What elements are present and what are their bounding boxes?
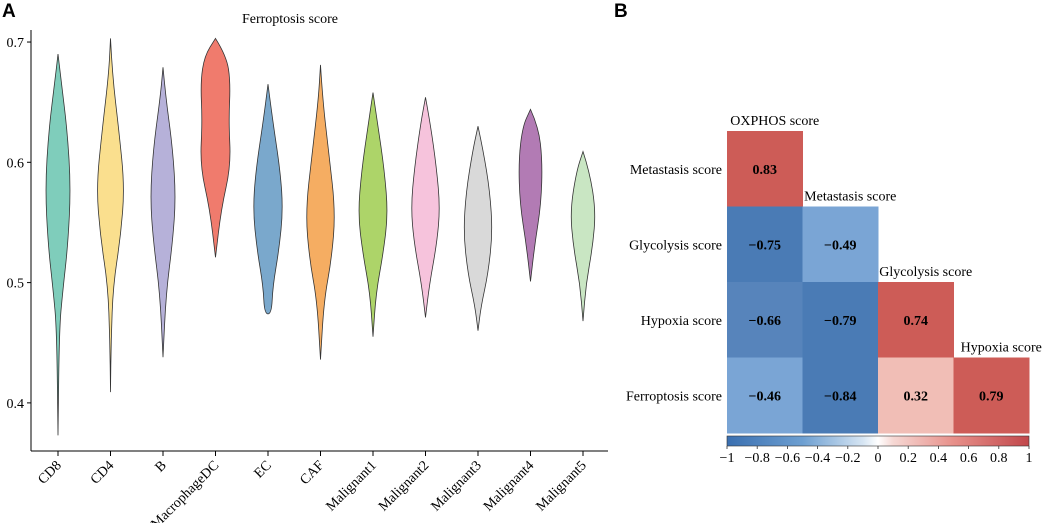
heatmap-col-label: Glycolysis score — [879, 265, 972, 280]
heatmap-cell-value: −0.66 — [749, 314, 781, 329]
heatmap-row-label: Metastasis score — [630, 163, 722, 178]
heatmap-cell — [727, 357, 803, 434]
colorbar-tick-label: −0.4 — [805, 451, 830, 466]
colorbar-tick-label: 0.4 — [930, 451, 948, 466]
heatmap-col-label: Hypoxia score — [961, 341, 1042, 356]
heatmap-cell — [727, 282, 803, 358]
violin-y-tick-label: 0.7 — [7, 36, 25, 51]
heatmap-cell-value: −0.75 — [749, 238, 781, 253]
violin-x-tick-label: Malignant3 — [429, 458, 485, 514]
colorbar-tick-label: 1 — [1026, 451, 1033, 466]
colorbar-tick-label: 0.6 — [960, 451, 978, 466]
correlation-heatmap: Metastasis score Glycolysis score Hypoxia … — [626, 114, 1042, 434]
colorbar-tick-label: −0.8 — [744, 451, 769, 466]
violin-x-tick-label: Malignant5 — [534, 458, 590, 514]
violin-x-tick-label: B — [153, 458, 170, 475]
violin-b — [150, 67, 176, 358]
violin-malignant4 — [518, 108, 543, 282]
colorbar-gradient — [726, 435, 1030, 447]
violin-macrophagedc — [200, 37, 231, 258]
heatmap-cell-value: 0.83 — [753, 163, 778, 178]
violin-caf — [306, 64, 335, 360]
heatmap-cell-value: 0.79 — [979, 389, 1004, 404]
violins — [45, 37, 596, 436]
colorbar: −1 −0.8 −0.6 −0.4 −0.2 0 0.2 0.4 0.6 0.8 1 — [720, 435, 1033, 466]
violin-malignant1 — [358, 92, 388, 337]
heatmap-cell — [727, 206, 803, 283]
violin-x-tick-label: Malignant4 — [481, 458, 537, 514]
violin-x-tick-label: CD4 — [88, 458, 117, 487]
violin-malignant5 — [570, 150, 596, 322]
violin-ec — [253, 84, 283, 315]
violin-x-tick-label: CAF — [297, 458, 327, 488]
heatmap-row-label: Ferroptosis score — [626, 389, 722, 404]
panel-b-label: B — [614, 1, 628, 22]
heatmap-cell — [802, 357, 879, 434]
heatmap-col-label: OXPHOS score — [730, 114, 819, 129]
heatmap-cell-value: 0.74 — [904, 314, 929, 329]
heatmap-col-label: Metastasis score — [804, 190, 896, 205]
heatmap-cell-value: −0.46 — [749, 389, 781, 404]
heatmap-cell-value: 0.32 — [904, 389, 929, 404]
heatmap-cell-value: −0.49 — [824, 238, 856, 253]
colorbar-tick-label: 0.2 — [899, 451, 917, 466]
violin-y-tick-label: 0.6 — [7, 156, 25, 171]
violin-y-ticks: 0.4 0.5 0.6 0.7 — [7, 36, 31, 412]
heatmap-cell — [878, 282, 954, 358]
violin-x-tick-label: Malignant1 — [324, 458, 380, 514]
violin-x-tick-label: CD8 — [36, 458, 65, 487]
heatmap-row-label: Hypoxia score — [641, 314, 722, 329]
heatmap-cell-value: −0.84 — [824, 389, 856, 404]
panel-a-label: A — [2, 1, 16, 22]
violin-cd4 — [97, 38, 124, 393]
violin-malignant3 — [463, 126, 493, 331]
violin-cd8 — [45, 54, 71, 436]
heatmap-cell — [953, 357, 1030, 434]
colorbar-tick-label: −0.2 — [835, 451, 860, 466]
violin-y-tick-label: 0.4 — [7, 397, 25, 412]
violin-axes — [30, 30, 608, 452]
colorbar-tick-label: 0.8 — [990, 451, 1008, 466]
heatmap-cell-value: −0.79 — [824, 314, 856, 329]
violin-y-tick-label: 0.5 — [7, 277, 25, 292]
heatmap-row-label: Glycolysis score — [629, 238, 722, 253]
heatmap-cell — [802, 282, 879, 358]
violin-malignant2 — [411, 97, 440, 318]
heatmap-cell — [727, 131, 803, 207]
heatmap-cell — [878, 357, 954, 434]
violin-chart-title: Ferroptosis score — [242, 12, 338, 27]
violin-x-tick-label: EC — [252, 458, 275, 481]
colorbar-tick-label: −1 — [720, 451, 735, 466]
colorbar-tick-label: 0 — [875, 451, 882, 466]
colorbar-tick-label: −0.6 — [775, 451, 800, 466]
heatmap-cell — [802, 206, 879, 283]
violin-x-tick-label: Malignant2 — [376, 458, 432, 514]
